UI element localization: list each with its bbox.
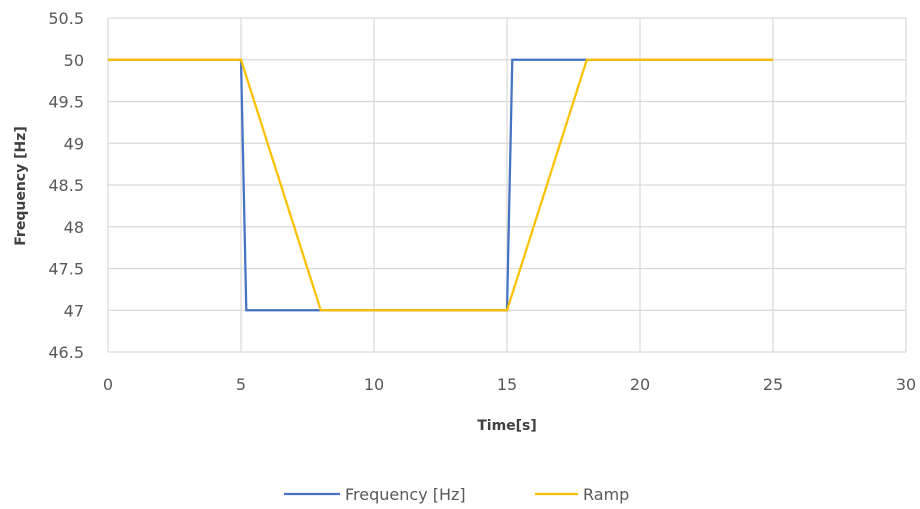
- y-tick-label: 47.5: [48, 260, 84, 279]
- y-tick-label: 48.5: [48, 176, 84, 195]
- y-tick-labels: 46.5 47 47.5 48 48.5 49 49.5 50 50.5: [48, 9, 84, 362]
- y-tick-label: 48: [64, 218, 84, 237]
- y-tick-label: 49: [64, 134, 84, 153]
- x-tick-label: 5: [236, 375, 246, 394]
- series-layer: [108, 58, 773, 312]
- x-tick-labels: 0 5 10 15 20 25 30: [103, 375, 916, 394]
- y-tick-label: 47: [64, 301, 84, 320]
- legend: Frequency [Hz] Ramp: [284, 485, 629, 504]
- y-tick-label: 49.5: [48, 93, 84, 112]
- x-tick-label: 0: [103, 375, 113, 394]
- y-axis-title: Frequency [Hz]: [13, 126, 29, 245]
- x-tick-label: 15: [497, 375, 517, 394]
- y-tick-label: 50: [64, 51, 84, 70]
- x-tick-label: 30: [896, 375, 916, 394]
- legend-label-0: Frequency [Hz]: [345, 485, 466, 504]
- x-axis-title: Time[s]: [477, 418, 537, 434]
- x-tick-label: 25: [763, 375, 783, 394]
- y-tick-label: 46.5: [48, 343, 84, 362]
- legend-label-1: Ramp: [583, 485, 629, 504]
- x-tick-label: 10: [364, 375, 384, 394]
- x-tick-label: 20: [630, 375, 650, 394]
- series-line-1: [108, 58, 773, 312]
- y-tick-label: 50.5: [48, 9, 84, 28]
